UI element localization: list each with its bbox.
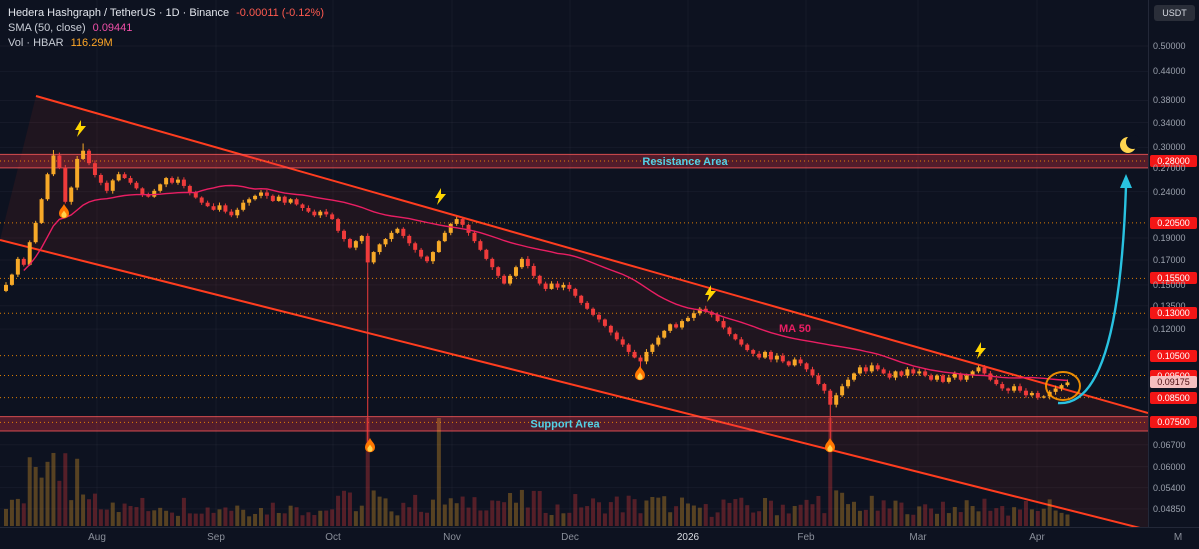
resistance-band (0, 154, 1148, 168)
price-tick: 0.38000 (1153, 95, 1186, 106)
channel-upper-line (35, 95, 1148, 414)
volume-bars (4, 418, 1070, 526)
bolt-icon (975, 342, 986, 359)
chart-canvas[interactable]: Resistance Area Support Area MA 50 (0, 0, 1148, 527)
price-tick: 0.06000 (1153, 461, 1186, 472)
price-tick: 0.44000 (1153, 66, 1186, 77)
ma50-text-label: MA 50 (779, 323, 811, 335)
time-tick: Dec (561, 532, 579, 543)
price-tick: 0.10500 (1150, 349, 1197, 362)
bolt-icon (705, 285, 716, 302)
price-tick: 0.04850 (1153, 503, 1186, 514)
bolt-icon (435, 188, 446, 205)
price-tick: 0.24000 (1153, 186, 1186, 197)
sma-label: SMA (50, close) (8, 22, 86, 34)
volume-value: 116.29M (70, 37, 113, 49)
sma-legend-row[interactable]: SMA (50, close) 0.09441 (8, 21, 324, 36)
price-tick: 0.06700 (1153, 439, 1186, 450)
price-tick: 0.07500 (1150, 416, 1197, 429)
chart-legend: Hedera Hashgraph / TetherUS · 1D · Binan… (8, 6, 324, 51)
support-area-label: Support Area (530, 419, 600, 431)
candles (4, 143, 1070, 448)
time-tick: Oct (325, 532, 341, 543)
fire-icon (635, 366, 645, 381)
bolt-icon (75, 120, 86, 137)
price-tick: 0.15000 (1153, 279, 1186, 290)
price-tick: 0.50000 (1153, 41, 1186, 52)
price-tick: 0.28000 (1150, 155, 1197, 168)
price-tick: 0.20500 (1150, 216, 1197, 229)
projection-arrow (1057, 185, 1128, 405)
channel-fill (0, 96, 1148, 527)
volume-label: Vol · HBAR (8, 37, 64, 49)
fire-icon (59, 204, 69, 219)
price-tick: 0.27000 (1153, 163, 1186, 174)
moon-icon (1120, 135, 1140, 153)
resistance-area-label: Resistance Area (642, 156, 728, 168)
price-tick: 0.08500 (1150, 391, 1197, 404)
time-axis[interactable]: Aug Sep Oct Nov Dec 2026 Feb Mar Apr M (0, 527, 1199, 549)
price-tick: 0.05400 (1153, 482, 1186, 493)
projection-arrow-head (1120, 174, 1132, 188)
fire-icon (365, 438, 375, 453)
volume-legend-row[interactable]: Vol · HBAR 116.29M (8, 36, 324, 51)
symbol-title: Hedera Hashgraph / TetherUS · 1D · Binan… (8, 7, 230, 19)
currency-toggle-button[interactable]: USDT (1154, 5, 1195, 21)
sma-line (23, 184, 1068, 382)
price-tick: 0.17000 (1153, 255, 1186, 266)
sma-value: 0.09441 (92, 22, 133, 34)
price-tick: 0.15500 (1150, 272, 1197, 285)
price-tick: 0.12000 (1153, 324, 1186, 335)
time-tick: Mar (909, 532, 927, 543)
channel-lower-line (0, 239, 1141, 527)
symbol-legend-row[interactable]: Hedera Hashgraph / TetherUS · 1D · Binan… (8, 6, 324, 21)
price-tick: 0.13500 (1153, 300, 1186, 311)
time-tick: 2026 (676, 532, 700, 543)
time-tick: Sep (207, 532, 225, 543)
time-tick: M (1173, 532, 1183, 543)
price-tick: 0.34000 (1153, 117, 1186, 128)
time-tick: Aug (88, 532, 106, 543)
support-band (0, 416, 1148, 432)
fire-icon (825, 438, 835, 453)
price-change: -0.00011 (-0.12%) (236, 7, 324, 19)
price-tick: 0.13000 (1150, 307, 1197, 320)
time-tick: Nov (443, 532, 461, 543)
time-tick: Apr (1029, 532, 1045, 543)
price-tick: 0.19000 (1153, 232, 1186, 243)
price-tick: 0.30000 (1153, 142, 1186, 153)
current-price-label: 0.09175 (1150, 376, 1197, 389)
time-tick: Feb (797, 532, 815, 543)
highlight-circle (1045, 371, 1081, 401)
price-axis[interactable]: USDT 0.50000 0.44000 0.38000 0.34000 0.30000… (1148, 0, 1199, 527)
